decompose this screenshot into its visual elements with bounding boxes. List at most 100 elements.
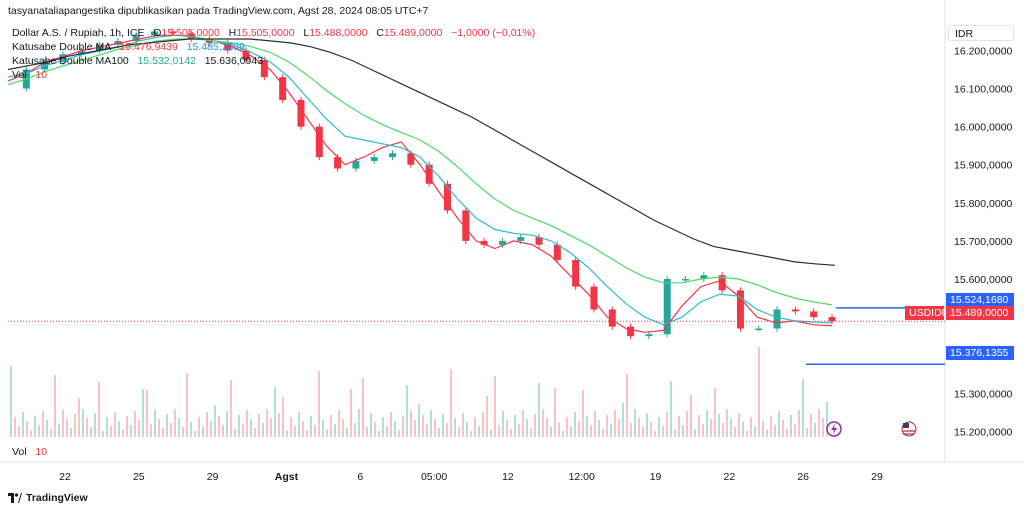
volume-bar — [518, 424, 520, 437]
volume-bar — [430, 410, 432, 437]
volume-pane-legend: Vol 10 — [12, 446, 47, 458]
ma100-value-slow: 15.636,0943 — [204, 55, 264, 67]
price-tick-label: 15.700,0000 — [954, 236, 1013, 248]
volume-bar — [782, 420, 784, 437]
volume-bar — [234, 429, 236, 437]
volume-bar — [330, 415, 332, 437]
volume-bar — [262, 423, 264, 437]
legend-ma100-row[interactable]: Katusabe Double MA100 15.532,0142 15.636… — [12, 54, 535, 68]
volume-bar — [490, 430, 492, 437]
time-tick-label: 05:00 — [421, 471, 447, 483]
volume-bar — [714, 388, 716, 437]
volume-bar — [110, 426, 112, 437]
volume-bar — [86, 418, 88, 437]
volume-bar — [530, 428, 532, 437]
ma100-value-fast: 15.532,0142 — [137, 55, 196, 67]
volume-bar — [246, 410, 248, 437]
symbol-name[interactable]: Dollar A.S. / Rupiah, 1h, ICE — [12, 27, 145, 39]
volume-bar — [726, 409, 728, 437]
volume-bar — [790, 415, 792, 437]
volume-bar — [514, 415, 516, 437]
volume-bar — [754, 426, 756, 437]
candle-body — [150, 31, 158, 36]
volume-bar — [134, 411, 136, 437]
volume-bar — [190, 422, 192, 437]
volume-bar — [54, 375, 56, 437]
vol-label: Vol — [12, 69, 27, 81]
ma-line — [7, 34, 833, 333]
legend-symbol-row: Dollar A.S. / Rupiah, 1h, ICE O15.505,00… — [12, 26, 535, 40]
volume-bar — [774, 425, 776, 437]
price-tick-label: 15.900,0000 — [954, 160, 1013, 172]
candle-body — [224, 42, 232, 51]
candle-body — [370, 157, 378, 161]
volume-bar — [194, 431, 196, 437]
time-tick-label: 29 — [871, 471, 883, 483]
candle-body — [425, 164, 433, 184]
volume-bar — [90, 427, 92, 437]
legend-vol-row[interactable]: Vol 10 — [12, 68, 535, 82]
volume-bar — [214, 405, 216, 437]
volume-bar — [770, 416, 772, 437]
volume-bar — [154, 410, 156, 437]
volume-bar — [598, 420, 600, 437]
volume-bar — [482, 412, 484, 437]
volume-bar — [34, 416, 36, 437]
volume-bar — [510, 429, 512, 437]
volume-bar — [290, 417, 292, 437]
volume-bar — [282, 397, 284, 437]
volume-bar — [762, 421, 764, 437]
volume-bar — [798, 410, 800, 437]
volume-bar — [354, 423, 356, 437]
volume-bar — [382, 417, 384, 437]
volume-bar — [118, 421, 120, 437]
currency-label[interactable]: IDR — [948, 25, 1014, 41]
volume-bar — [386, 426, 388, 437]
volume-bar — [122, 430, 124, 437]
candle-body — [169, 31, 177, 34]
time-tick-label: 25 — [133, 471, 145, 483]
volume-bar — [278, 413, 280, 437]
volume-bar — [642, 427, 644, 437]
candle-body — [572, 259, 580, 287]
volume-bar — [318, 371, 320, 437]
candle-body — [443, 183, 451, 211]
time-tick-label: Agst — [275, 471, 299, 483]
volume-bar — [114, 412, 116, 437]
volume-bar — [634, 409, 636, 437]
candle-body — [389, 153, 397, 158]
legend-ma-row[interactable]: Katusabe Double MA 15.476,9439 15.485,23… — [12, 40, 535, 54]
volume-bar — [562, 431, 564, 437]
volume-bar — [554, 388, 556, 437]
volume-bar — [602, 429, 604, 437]
candle-body — [462, 210, 470, 241]
price-tick-label: 15.200,0000 — [954, 426, 1013, 438]
volume-bar — [778, 411, 780, 437]
volume-bar — [274, 387, 276, 437]
volume-bar — [338, 410, 340, 437]
time-tick-label: 12 — [502, 471, 514, 483]
volume-bar — [646, 413, 648, 437]
volume-bar — [606, 415, 608, 437]
volume-bar — [58, 424, 60, 437]
volume-bar — [702, 424, 704, 437]
volume-bar — [674, 430, 676, 437]
volume-bar — [470, 431, 472, 437]
candle-body — [77, 50, 85, 55]
volume-bar — [78, 398, 80, 437]
time-tick-label: 6 — [357, 471, 363, 483]
volume-bar — [814, 423, 816, 437]
volume-bar — [422, 415, 424, 437]
close-label: C — [376, 27, 384, 39]
candle-body — [260, 59, 268, 78]
volume-bar — [618, 419, 620, 437]
ma-value-fast: 15.476,9439 — [119, 41, 178, 53]
candle-body — [315, 126, 323, 158]
volume-bar — [406, 385, 408, 437]
volume-bar — [442, 414, 444, 437]
volume-bar — [166, 414, 168, 437]
candle-body — [279, 77, 287, 100]
footer-brand[interactable]: TradingView — [8, 492, 88, 504]
volume-bar — [738, 413, 740, 437]
